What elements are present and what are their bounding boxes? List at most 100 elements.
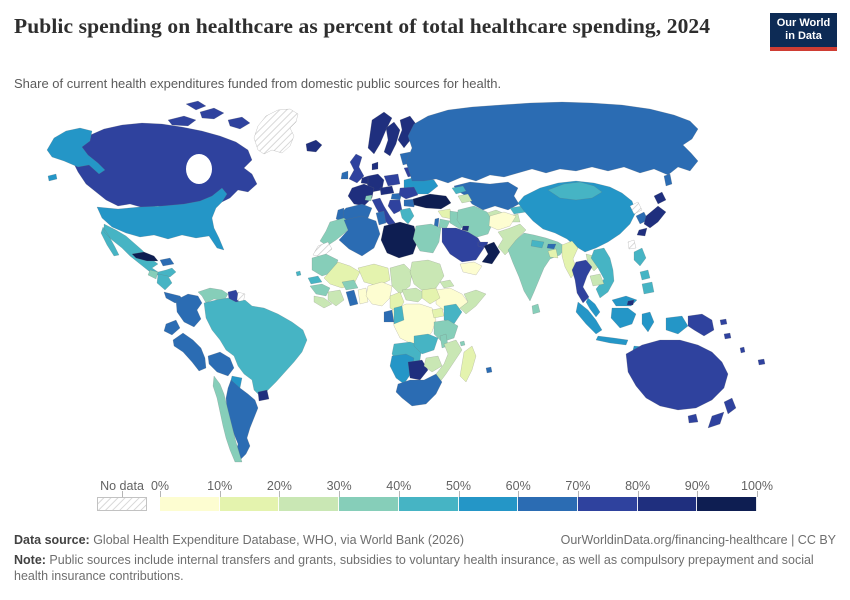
country-poland[interactable] xyxy=(383,173,401,187)
country-ivory-coast[interactable] xyxy=(327,289,345,307)
country-south-africa[interactable] xyxy=(395,373,443,407)
country-sweden[interactable] xyxy=(383,121,401,157)
country-yemen[interactable] xyxy=(459,261,483,276)
legend-bin-7[interactable] xyxy=(577,497,638,511)
country-somalia[interactable] xyxy=(459,289,487,315)
country-kuwait[interactable] xyxy=(461,225,470,232)
country-south-sudan[interactable] xyxy=(421,287,441,305)
legend-bin-3[interactable] xyxy=(339,497,399,511)
country-alaska[interactable] xyxy=(46,127,106,182)
country-mexico[interactable] xyxy=(100,223,177,278)
country-ireland[interactable] xyxy=(340,170,349,180)
country-bhutan[interactable] xyxy=(546,243,557,250)
country-greenland[interactable] xyxy=(253,108,299,155)
country-algeria[interactable] xyxy=(338,215,381,257)
legend-bin-0[interactable] xyxy=(160,497,220,511)
country-cambodia[interactable] xyxy=(589,273,605,287)
country-comoros[interactable] xyxy=(459,340,466,347)
legend-bin-8[interactable] xyxy=(637,497,698,511)
country-congo[interactable] xyxy=(393,305,405,325)
country-ghana[interactable] xyxy=(345,289,359,307)
country-philippines[interactable] xyxy=(633,247,655,295)
country-chile[interactable] xyxy=(212,375,243,463)
country-senegal[interactable] xyxy=(307,275,323,285)
country-france[interactable] xyxy=(347,183,375,207)
country-russia[interactable] xyxy=(405,101,699,187)
country-libya[interactable] xyxy=(380,221,419,259)
country-azerbaijan[interactable] xyxy=(457,193,473,204)
country-canada-islands[interactable] xyxy=(167,100,251,130)
country-western-sahara[interactable] xyxy=(312,241,333,258)
country-czech-austria[interactable] xyxy=(379,185,395,196)
country-guatemala[interactable] xyxy=(147,269,159,280)
country-norway[interactable] xyxy=(367,111,393,155)
country-india[interactable] xyxy=(507,232,567,302)
country-gabon[interactable] xyxy=(383,309,395,323)
country-honduras-nicaragua[interactable] xyxy=(156,273,173,291)
country-uk[interactable] xyxy=(348,153,365,184)
country-switzerland[interactable] xyxy=(364,194,373,202)
country-malaysia[interactable] xyxy=(585,295,638,318)
country-thailand[interactable] xyxy=(571,259,593,304)
owid-logo[interactable]: Our World in Data xyxy=(770,13,837,51)
country-papua-new-guinea[interactable] xyxy=(687,313,728,337)
country-vanuatu[interactable] xyxy=(739,346,746,354)
country-iceland[interactable] xyxy=(305,139,323,153)
country-tanzania[interactable] xyxy=(433,319,459,343)
country-namibia[interactable] xyxy=(389,353,415,385)
country-uganda[interactable] xyxy=(431,307,445,319)
country-vietnam[interactable] xyxy=(590,247,615,299)
country-jordan[interactable] xyxy=(438,218,451,230)
country-new-zealand[interactable] xyxy=(707,397,737,429)
country-zambia[interactable] xyxy=(413,333,439,355)
country-sudan[interactable] xyxy=(409,259,445,293)
country-denmark[interactable] xyxy=(371,161,379,171)
country-colombia[interactable] xyxy=(175,293,203,328)
legend-no-data-swatch[interactable] xyxy=(97,497,147,511)
legend-bin-9[interactable] xyxy=(697,497,758,511)
country-burkina-faso[interactable] xyxy=(341,279,359,291)
country-niger[interactable] xyxy=(357,263,391,287)
country-sierra-leone-liberia[interactable] xyxy=(313,295,333,309)
country-mauritius[interactable] xyxy=(485,366,493,374)
country-turkey[interactable] xyxy=(412,193,452,210)
legend-bin-6[interactable] xyxy=(518,497,578,511)
country-sri-lanka[interactable] xyxy=(531,303,541,315)
country-benelux[interactable] xyxy=(360,175,369,185)
country-australia[interactable] xyxy=(625,339,729,424)
country-bolivia[interactable] xyxy=(207,351,235,377)
legend-bin-1[interactable] xyxy=(219,497,280,511)
country-usa[interactable] xyxy=(96,187,228,251)
country-taiwan[interactable] xyxy=(627,239,637,250)
country-finland[interactable] xyxy=(397,115,417,149)
country-togo-benin[interactable] xyxy=(357,287,369,305)
country-romania[interactable] xyxy=(398,186,419,200)
country-ecuador[interactable] xyxy=(163,319,181,336)
legend-bin-5[interactable] xyxy=(458,497,519,511)
country-afghanistan[interactable] xyxy=(488,211,517,231)
country-mozambique[interactable] xyxy=(435,339,463,383)
country-china[interactable] xyxy=(517,180,637,253)
country-brazil[interactable] xyxy=(203,297,308,398)
country-solomon-islands[interactable] xyxy=(723,332,732,340)
owid-link[interactable]: OurWorldinData.org/financing-healthcare … xyxy=(560,533,836,547)
country-zimbabwe[interactable] xyxy=(423,355,443,373)
country-nigeria[interactable] xyxy=(365,281,393,307)
country-eritrea[interactable] xyxy=(439,279,455,289)
country-guinea[interactable] xyxy=(309,283,331,297)
legend-bin-4[interactable] xyxy=(398,497,459,511)
country-cape-verde[interactable] xyxy=(295,270,302,277)
country-brunei[interactable] xyxy=(626,299,635,306)
legend-bin-2[interactable] xyxy=(279,497,340,511)
country-mongolia[interactable] xyxy=(547,181,603,201)
country-madagascar[interactable] xyxy=(459,345,477,383)
country-fiji[interactable] xyxy=(757,358,766,366)
country-north-korea[interactable] xyxy=(629,201,643,215)
country-kenya[interactable] xyxy=(443,303,463,325)
country-canada[interactable] xyxy=(71,122,258,211)
country-georgia[interactable] xyxy=(451,185,467,195)
country-hispaniola[interactable] xyxy=(159,257,175,267)
country-bangladesh[interactable] xyxy=(547,248,559,259)
country-balkans[interactable] xyxy=(387,199,403,215)
country-indonesia[interactable] xyxy=(575,301,689,352)
